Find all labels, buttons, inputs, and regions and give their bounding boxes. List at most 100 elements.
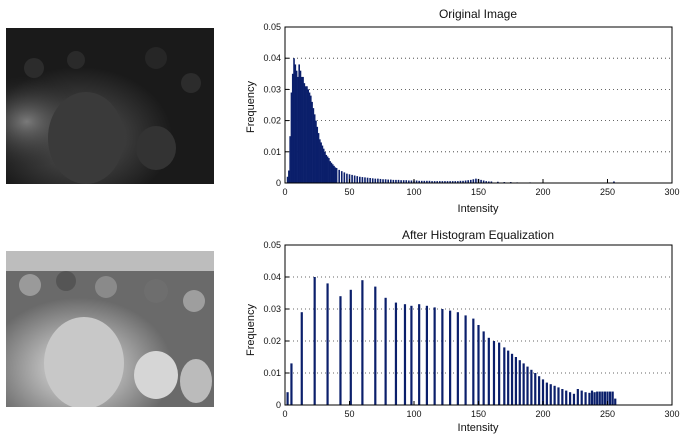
histogram-bar <box>576 389 579 405</box>
x-tick-label: 200 <box>535 187 550 197</box>
histogram-bar <box>477 325 480 405</box>
histogram-bar <box>441 181 444 183</box>
histogram-bar <box>329 161 331 183</box>
histogram-bar <box>568 392 572 405</box>
histogram-bar <box>366 177 369 183</box>
y-tick-label: 0.02 <box>263 116 281 126</box>
histogram-bar <box>377 178 379 183</box>
histogram-bar <box>423 180 426 183</box>
histogram-bar <box>317 133 320 183</box>
histogram-bar <box>464 180 467 183</box>
y-tick-label: 0.04 <box>263 53 281 63</box>
histogram-bar <box>300 76 303 183</box>
histogram-bar <box>507 350 510 405</box>
equalized-histogram: After Histogram Equalization Frequency I… <box>245 228 680 434</box>
histogram-bar <box>584 392 587 405</box>
histogram-bar <box>331 164 334 183</box>
y-tick-label: 0.03 <box>263 84 281 94</box>
histogram-bar <box>457 181 459 183</box>
x-tick-label: 0 <box>282 187 287 197</box>
histogram-bar <box>374 286 377 405</box>
histogram-bar <box>418 180 420 183</box>
histogram-bar <box>394 302 398 405</box>
histogram-bar <box>408 180 410 183</box>
histogram-bar <box>356 176 359 183</box>
histogram-bar <box>425 305 428 405</box>
histogram-bar <box>290 363 293 405</box>
histogram-bar <box>601 391 604 405</box>
histogram-bar <box>482 180 485 183</box>
histogram-bar <box>449 181 451 183</box>
histogram-bar <box>294 64 297 183</box>
histogram-bar <box>371 178 374 183</box>
histogram-bar <box>549 384 552 405</box>
histogram-bar <box>300 312 303 405</box>
histogram-bar <box>492 341 496 405</box>
histogram-bar <box>444 181 446 183</box>
histogram-bar <box>335 168 338 183</box>
histogram-bar <box>593 392 596 405</box>
histogram-bar <box>291 73 294 183</box>
histogram-bar <box>402 180 405 183</box>
histogram-bar <box>488 181 490 183</box>
histogram-bar <box>325 154 328 183</box>
histogram-bar <box>295 70 298 183</box>
histogram-bar <box>510 353 514 405</box>
histogram-bar <box>313 277 316 405</box>
x-tick-label: 300 <box>664 409 679 419</box>
histogram-bar <box>361 280 364 405</box>
x-axis-label: Intensity <box>458 203 499 215</box>
histogram-bar <box>580 390 583 405</box>
histogram-bar <box>297 76 299 183</box>
histogram-bar <box>306 86 308 183</box>
histogram-bar <box>588 392 591 405</box>
histogram-bar <box>498 342 501 405</box>
histogram-bar <box>333 165 335 183</box>
histogram-bar <box>289 136 291 183</box>
histogram-bar <box>286 392 289 405</box>
x-tick-label: 100 <box>406 409 421 419</box>
histogram-bar <box>308 92 311 183</box>
histogram-bar <box>606 391 609 405</box>
histogram-bar <box>353 175 356 183</box>
chart-title: After Histogram Equalization <box>402 228 554 242</box>
histogram-bar <box>420 180 423 183</box>
histogram-bar <box>480 179 482 183</box>
histogram-bar <box>426 180 428 183</box>
histogram-bar <box>459 180 462 183</box>
histogram-bar <box>304 86 307 183</box>
histogram-bar <box>538 376 541 405</box>
histogram-bar <box>384 179 387 183</box>
y-tick-label: 0.01 <box>263 147 281 157</box>
histogram-bar <box>410 305 413 405</box>
histogram-bar <box>364 177 366 183</box>
histogram-bar <box>456 312 459 405</box>
histogram-bar <box>446 181 449 183</box>
y-tick-label: 0 <box>276 178 281 188</box>
histogram-bar <box>485 181 488 183</box>
histogram-bar <box>503 347 506 405</box>
histogram-bar <box>382 179 384 183</box>
histogram-bar <box>320 142 322 183</box>
histogram-bar <box>361 177 364 183</box>
x-tick-label: 100 <box>406 187 421 197</box>
original-crowd-photo <box>6 28 214 184</box>
histogram-bar <box>526 366 529 405</box>
histogram-bar <box>326 283 329 405</box>
x-tick-label: 50 <box>344 187 354 197</box>
histogram-bar <box>387 179 389 183</box>
histogram-bar <box>326 156 329 183</box>
histogram-bar <box>415 180 418 183</box>
histogram-bar <box>418 304 421 405</box>
histogram-bar <box>545 382 548 405</box>
histogram-bar <box>379 178 382 183</box>
histogram-bar <box>389 179 392 183</box>
histogram-bar <box>472 318 475 405</box>
histogram-bar <box>490 181 493 183</box>
histogram-bar <box>441 309 444 405</box>
histogram-bar <box>315 120 317 183</box>
histogram-bar <box>472 179 475 183</box>
histogram-bar <box>410 180 413 183</box>
histogram-bar <box>614 398 617 405</box>
histogram-bar <box>464 315 467 405</box>
